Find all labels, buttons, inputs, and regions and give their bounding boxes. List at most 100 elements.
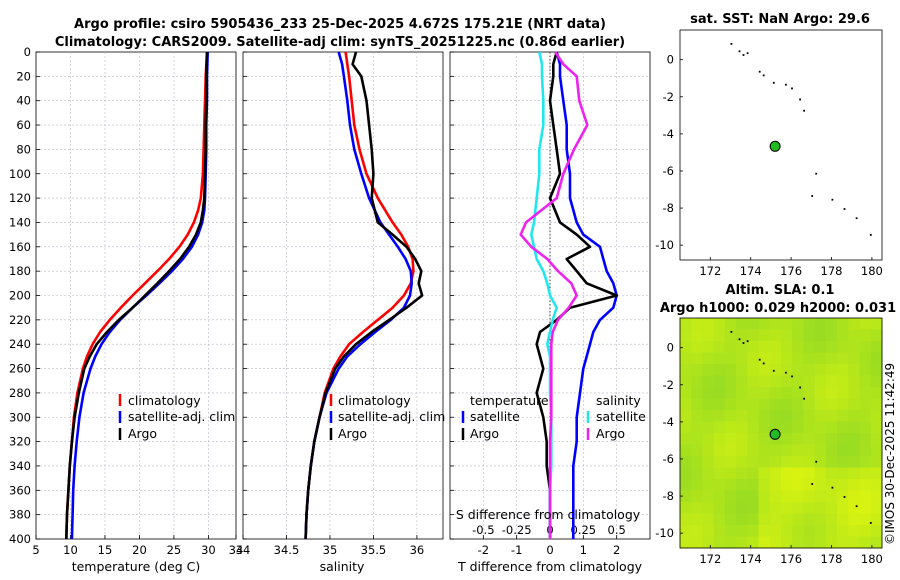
sla_map-island (772, 369, 775, 372)
sla-heat-cell (837, 387, 849, 399)
sla-heat-cell (747, 341, 759, 353)
salinity-xtick-label: 36 (410, 543, 425, 557)
sla-heat-cell (848, 318, 860, 330)
sla-heat-cell (792, 536, 804, 549)
sla-heat-cell (680, 352, 692, 365)
sla-heat-cell (758, 525, 771, 537)
sla-heat-cell (803, 341, 816, 353)
sla-heat-cell (702, 525, 715, 537)
sla-heat-cell (870, 479, 883, 491)
sla-heat-cell (680, 398, 692, 411)
sla-heat-cell (814, 502, 827, 514)
sla-heat-cell (870, 329, 883, 342)
sst_map-island (785, 83, 787, 86)
salinity-legend: climatology satellite-adj. clim Argo (329, 393, 445, 441)
sla_map-island (791, 375, 793, 378)
sla-heat-cell (713, 410, 726, 422)
sla-heat-cell (814, 387, 827, 399)
temperature-xtick-label: 30 (201, 543, 216, 557)
sla-heat-cell (781, 318, 793, 330)
sla-heat-cell (702, 398, 715, 411)
sla-heat-cell (680, 456, 692, 468)
sla-heat-cell (870, 536, 883, 549)
sla-heat-cell (848, 329, 860, 342)
sla-heat-cell (691, 513, 703, 526)
sla-heat-cell (769, 375, 782, 388)
sla-heat-cell (803, 479, 816, 491)
sla-heat-cell (724, 502, 737, 514)
sla-heat-cell (825, 387, 838, 399)
sla-heat-cell (837, 444, 849, 457)
temperature-ytick-label: 360 (9, 483, 31, 497)
sla-heat-cell (781, 375, 793, 388)
figure-title-line2: Climatology: CARS2009. Satellite-adj cli… (55, 35, 625, 50)
difference-legend: temperature satellite Argo salinity sate… (461, 393, 646, 441)
sla_map-ytick-label: -4 (663, 415, 674, 429)
sla-heat-cell (680, 467, 692, 480)
sla-heat-cell (825, 490, 838, 503)
difference-series-temperature-satellite (555, 51, 619, 539)
sla-heat-cell (691, 444, 703, 457)
salinity-xtick-label: 35.5 (361, 543, 387, 557)
sla_map-island (803, 397, 805, 400)
temperature-legend-climatology: climatology (128, 393, 201, 408)
difference-series-temperature-argo (535, 51, 619, 539)
sst_map-ytick-label: -2 (663, 90, 674, 104)
difference-s-axis-label: S difference from climatology (456, 507, 641, 522)
temperature-ytick-label: 100 (9, 167, 31, 181)
sla-heat-cell (724, 490, 737, 503)
sst_map-island (762, 74, 765, 77)
sla-heat-cell (691, 352, 703, 365)
sla-heat-cell (680, 318, 692, 330)
sla-heat-cell (859, 502, 872, 514)
temperature-xtick-label: 10 (63, 543, 78, 557)
sla-heat-cell (758, 398, 771, 411)
sla-heat-cell (691, 387, 703, 399)
sla-heat-cell (814, 513, 827, 526)
sla-heat-cell (713, 387, 726, 399)
sla_map-ytick-label: 0 (667, 341, 674, 355)
sla_map-island (843, 496, 846, 498)
sla-heat-cell (803, 421, 816, 434)
sla-heat-cell (814, 329, 827, 342)
sla-heat-cell (825, 329, 838, 342)
sla-heat-cell (691, 421, 703, 434)
difference-legend-sal-satellite: satellite (596, 409, 646, 424)
sst-map-title: sat. SST: NaN Argo: 29.6 (690, 12, 870, 27)
sla-heat-cell (691, 525, 703, 537)
sla-heat-cell (747, 375, 759, 388)
sla-heat-cell (747, 329, 759, 342)
sla-heat-cell (870, 341, 883, 353)
sla-heat-cell (803, 433, 816, 445)
sla-heat-cell (758, 421, 771, 434)
sst_map-island (869, 234, 872, 236)
sla-heat-cell (702, 329, 715, 342)
sla_map-ytick-label: -2 (663, 378, 674, 392)
sla-heat-cell (713, 513, 726, 526)
sla_map-island (785, 371, 787, 374)
difference-legend-temp-argo: Argo (470, 426, 499, 441)
sla-heat-cell (736, 387, 748, 399)
sla-heat-cell (736, 456, 748, 468)
difference-legend-sal-argo: Argo (596, 426, 625, 441)
sla-heat-cell (702, 456, 715, 468)
sla_map-xtick-label: 172 (699, 552, 721, 566)
sla-heat-cell (724, 433, 737, 445)
sla-heat-cell (825, 467, 838, 480)
sla-heat-cell (747, 444, 759, 457)
sla-heat-cell (814, 364, 827, 376)
sla-heat-cell (848, 410, 860, 422)
sla-heat-cell (736, 490, 748, 503)
sla-heat-cell (691, 410, 703, 422)
sla-heat-cell (713, 444, 726, 457)
sla-heat-cell (702, 513, 715, 526)
sla-heat-cell (859, 398, 872, 411)
sla-heat-cell (870, 513, 883, 526)
sla-heat-cell (859, 341, 872, 353)
sla-heat-cell (792, 364, 804, 376)
sla-heat-cell (848, 502, 860, 514)
sla-heat-cell (792, 513, 804, 526)
sla-heat-cell (870, 387, 883, 399)
sla-heat-cell (680, 410, 692, 422)
